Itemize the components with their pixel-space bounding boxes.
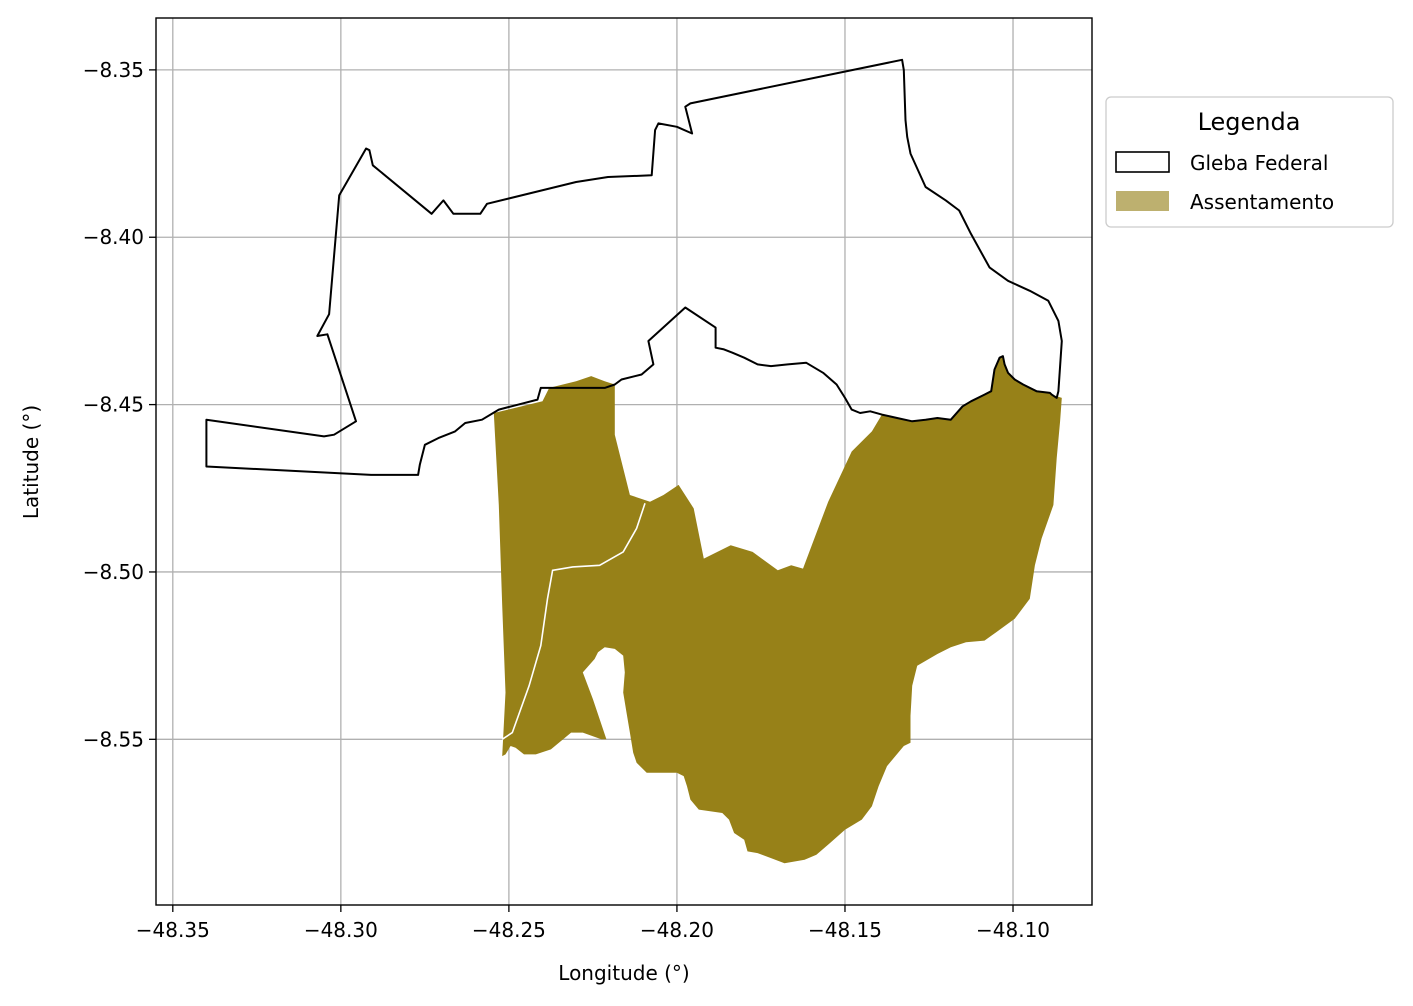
x-axis-label: Longitude (°) [558,961,689,985]
legend-title: Legenda [1198,108,1301,136]
x-tick-label-4: −48.15 [808,918,882,942]
legend-box [1105,96,1394,228]
y-tick-label-0: −8.35 [83,58,144,82]
assentamento-layer [493,356,1062,864]
gleba-federal-layer [205,58,1063,476]
legend-label-gleba-federal: Gleba Federal [1190,151,1328,175]
x-tick-label-2: −48.25 [472,918,546,942]
assentamento-polygon-0 [493,356,1062,864]
legend-swatch-assentamento [1116,191,1169,211]
assentamento-internal-boundary [501,503,646,740]
y-tick-label-4: −8.55 [83,727,144,751]
x-tick-label-5: −48.10 [976,918,1050,942]
y-tick-label-1: −8.40 [83,225,144,249]
plot-frame [155,17,1093,906]
legend-label-assentamento: Assentamento [1190,190,1334,214]
x-tick-label-0: −48.35 [136,918,210,942]
y-tick-label-2: −8.45 [83,393,144,417]
x-tick-label-1: −48.30 [304,918,378,942]
x-tick-label-3: −48.20 [640,918,714,942]
x-axis-ticks: −48.35 −48.30 −48.25 −48.20 −48.15 −48.10 [136,905,1050,942]
legend: Legenda Gleba Federal Assentamento [1105,96,1394,228]
legend-swatch-gleba-federal [1115,151,1170,173]
y-tick-label-3: −8.50 [83,560,144,584]
y-axis-label: Latitude (°) [19,405,43,519]
y-axis-ticks: −8.35 −8.40 −8.45 −8.50 −8.55 [83,58,156,751]
gleba-federal-outline [205,58,1063,476]
